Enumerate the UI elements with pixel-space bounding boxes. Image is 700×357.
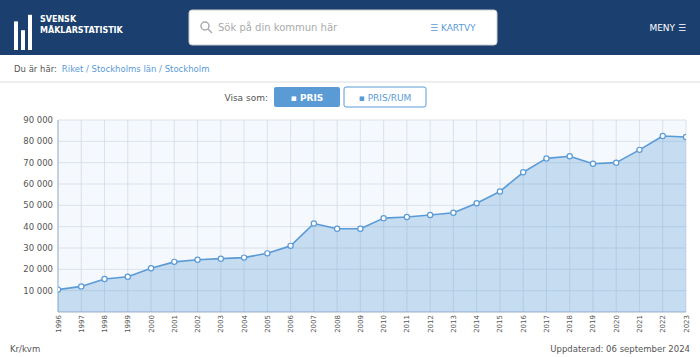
menu-button[interactable]: MENY ☰ [649,23,686,33]
x-tick-label: 2002 [194,315,202,333]
search-icon-circle [201,22,209,30]
updated-note: Uppdaterad: 06 september 2024 [550,344,690,354]
breadcrumb-link[interactable]: Riket / Stockholms län / Stockholm [62,64,210,74]
button-label[interactable]: ▪ PRIS [291,93,324,103]
x-tick-label: 2004 [241,314,249,332]
marker [474,201,479,206]
marker [614,160,619,165]
grid-line-x [58,120,59,312]
x-tick-label: 2006 [287,314,295,332]
x-tick-label: 2013 [450,315,458,333]
x-tick-label: 2022 [659,315,667,333]
x-tick-label: 2015 [496,315,504,333]
button-label[interactable]: ▪ PRIS/RUM [359,93,412,103]
marker [567,154,572,159]
line [58,136,686,290]
search-icon-handle [208,29,212,33]
marker [358,226,363,231]
plot-background [58,120,686,312]
x-tick-label: 1996 [55,314,63,332]
x-tick-label: 2001 [171,315,179,333]
marker [102,276,107,281]
y-tick-label: 50 000 [23,200,53,210]
x-tick-label: 2011 [403,315,411,333]
marker [311,221,316,226]
marker [497,189,502,194]
logo-text: MÄKLARSTATISTIK [40,25,124,35]
marker [125,274,130,279]
button-inactive[interactable] [344,87,426,107]
marker [218,256,223,261]
marker [381,216,386,221]
page: SVENSKMÄKLARSTATISTIK Sök på din kommun h… [0,0,700,357]
x-tick-label: 2020 [613,315,621,333]
marker [544,156,549,161]
breadcrumb-divider [0,82,700,83]
x-tick-label: 2000 [148,315,156,333]
logo-bar [28,15,32,50]
grid-line-y [58,141,686,142]
x-tick-label: 1997 [78,315,86,333]
y-tick-label: 60 000 [23,179,53,189]
marker [172,259,177,264]
search-box[interactable] [189,10,497,45]
logo-text: SVENSK [40,15,77,24]
marker [521,170,526,175]
search-icon [201,22,212,33]
logo-bar [14,21,18,50]
marker [660,133,665,138]
x-tick-label: 2023 [683,315,691,333]
x-tick-label: 2012 [427,315,435,333]
x-tick-label: 2018 [566,315,574,333]
y-axis-label: Kr/kvm [10,344,40,354]
x-tick-label: 2016 [520,314,528,332]
x-tick-label: 2005 [264,315,272,333]
marker [195,257,200,262]
series [58,133,686,312]
marker [79,284,84,289]
marker [590,161,595,166]
logo-bar [21,30,25,50]
y-tick-label: 90 000 [23,115,53,125]
button-active[interactable] [274,87,340,107]
x-tick-label: 1999 [124,315,132,333]
y-tick-label: 30 000 [23,243,53,253]
x-tick-label: 2007 [310,315,318,333]
x-tick-label: 2010 [380,315,388,333]
x-tick-label: 2019 [589,315,597,333]
x-tick-label: 2008 [334,315,342,333]
view-label: Visa som: [224,93,268,103]
grid [58,120,686,312]
marker [288,243,293,248]
x-tick-label: 2009 [357,315,365,333]
area-fill [58,136,686,312]
x-tick-label: 1998 [101,315,109,333]
x-tick-label: 2003 [217,315,225,333]
marker [451,210,456,215]
marker [265,251,270,256]
y-tick-label: 20 000 [23,264,53,274]
search-placeholder: Sök på din kommun här [218,21,338,33]
x-tick-label: 2021 [636,315,644,333]
marker [335,226,340,231]
y-tick-label: 10 000 [23,286,53,296]
y-tick-label: 70 000 [23,158,53,168]
marker [428,212,433,217]
x-tick-label: 2017 [543,315,551,333]
marker [637,147,642,152]
breadcrumb-prefix: Du är här: [14,64,57,74]
grid-line-y [58,120,686,121]
marker [241,255,246,260]
marker [58,287,61,292]
marker [683,134,686,139]
y-tick-label: 40 000 [23,222,53,232]
y-axis-line [58,120,59,312]
header-bar [0,0,700,55]
marker [148,266,153,271]
map-view-link[interactable]: ☰ KARTVY [430,23,476,33]
marker [404,214,409,219]
y-tick-label: 80 000 [23,136,53,146]
x-tick-label: 2014 [473,314,481,332]
